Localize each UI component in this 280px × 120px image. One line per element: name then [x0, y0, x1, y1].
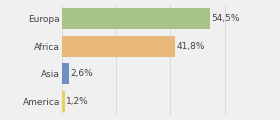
Text: 54,5%: 54,5% [211, 14, 240, 23]
Bar [62, 63, 69, 84]
Bar [62, 36, 175, 57]
Bar [62, 91, 65, 112]
Text: 1,2%: 1,2% [66, 97, 89, 106]
Text: 41,8%: 41,8% [177, 42, 205, 51]
Bar [62, 8, 210, 29]
Text: 2,6%: 2,6% [70, 69, 93, 78]
